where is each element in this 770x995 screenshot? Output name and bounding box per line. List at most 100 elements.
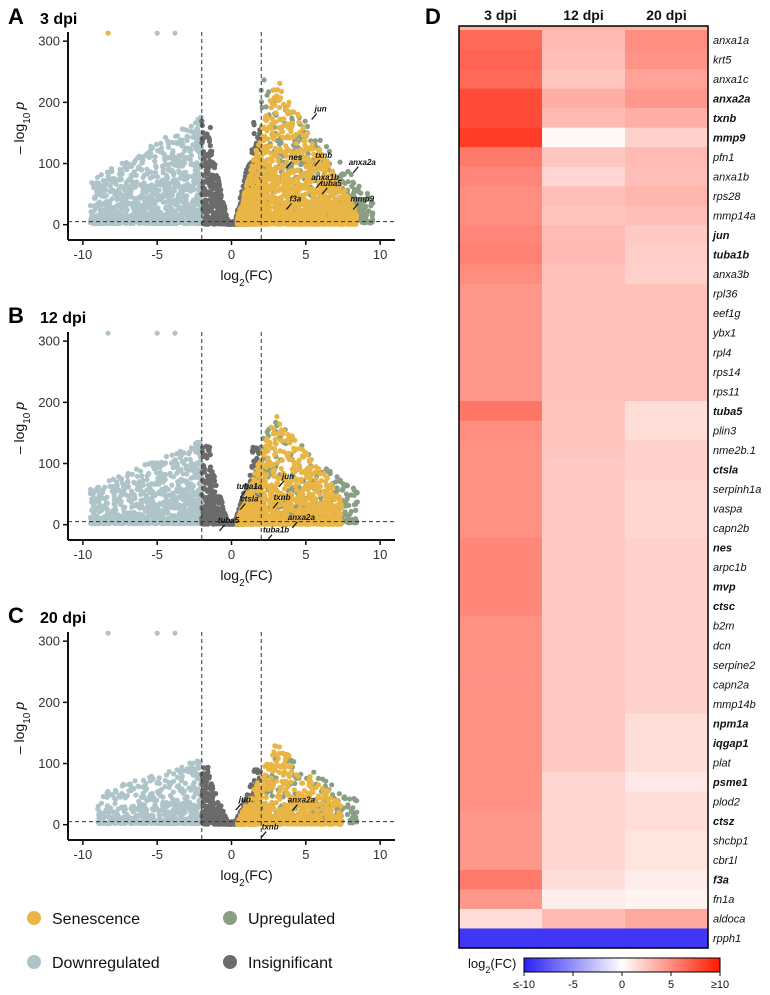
scatter-point-senescence [278, 88, 285, 95]
scatter-point-downregulated [177, 190, 183, 196]
scatter-point-senescence [306, 203, 313, 209]
scatter-point-downregulated [137, 513, 143, 519]
scatter-point-downregulated [90, 501, 96, 507]
scatter-point-senescence [315, 206, 321, 212]
scatter-point-downregulated [194, 460, 200, 466]
scatter-point-insignificant [202, 179, 208, 185]
scatter-point-clipped [105, 30, 111, 36]
scatter-point-senescence [293, 132, 299, 138]
scatter-point-downregulated [146, 150, 152, 156]
scatter-point-downregulated [181, 199, 188, 205]
scatter-point-downregulated [115, 214, 121, 220]
scatter-point-downregulated [102, 484, 108, 490]
scatter-point-senescence [268, 150, 274, 156]
scatter-point-insignificant [251, 130, 257, 137]
scatter-point-downregulated [189, 519, 195, 526]
y-tick-label: 100 [38, 156, 60, 171]
scatter-point-senescence [344, 195, 351, 201]
scatter-point-downregulated [182, 516, 189, 522]
scatter-point-downregulated [140, 188, 146, 194]
scatter-point-senescence [261, 211, 267, 217]
scatter-point-downregulated [143, 508, 149, 514]
scatter-point-downregulated [161, 191, 167, 197]
scatter-point-downregulated [148, 169, 154, 175]
scatter-point-downregulated [162, 182, 168, 188]
scatter-point-downregulated [142, 199, 148, 205]
scatter-point-downregulated [187, 449, 193, 455]
panel-title: 3 dpi [40, 11, 77, 28]
scatter-point-downregulated [174, 133, 180, 139]
scatter-point-downregulated [155, 174, 161, 180]
scatter-point-senescence [269, 199, 275, 205]
scatter-point-downregulated [122, 165, 128, 171]
x-tick-label: 10 [373, 247, 387, 262]
scatter-point-downregulated [118, 176, 124, 182]
scatter-point-downregulated [129, 163, 135, 169]
scatter-point-upregulated [302, 118, 308, 124]
scatter-point-senescence [248, 193, 255, 199]
scatter-point-downregulated [156, 213, 162, 219]
scatter-point-downregulated [167, 218, 173, 224]
scatter-point-downregulated [160, 214, 167, 220]
scatter-point-senescence [267, 143, 273, 149]
scatter-point-upregulated [369, 212, 375, 218]
scatter-point-downregulated [132, 494, 138, 500]
scatter-point-downregulated [177, 448, 183, 454]
scatter-point-downregulated [117, 166, 123, 173]
scatter-point-upregulated [323, 144, 330, 150]
scatter-point-senescence [281, 170, 287, 176]
scatter-point-downregulated [114, 177, 120, 183]
scatter-point-downregulated [119, 207, 125, 213]
scatter-point-senescence [271, 136, 277, 142]
scatter-point-downregulated [137, 505, 143, 511]
scatter-point-downregulated [160, 479, 166, 485]
scatter-point-downregulated [185, 134, 191, 140]
scatter-point-downregulated [158, 473, 165, 479]
scatter-point-downregulated [150, 518, 156, 524]
scatter-point-downregulated [163, 453, 169, 460]
scatter-point-downregulated [169, 452, 175, 458]
scatter-point-downregulated [155, 147, 161, 154]
scatter-point-senescence [303, 163, 309, 169]
scatter-point-downregulated [192, 164, 198, 170]
scatter-point-downregulated [122, 183, 128, 189]
scatter-point-downregulated [188, 123, 194, 129]
scatter-point-senescence [340, 189, 346, 195]
scatter-point-senescence [277, 221, 283, 227]
scatter-point-upregulated [363, 219, 369, 225]
scatter-point-senescence [290, 212, 296, 219]
scatter-point-senescence [273, 145, 279, 151]
x-tick-label: -10 [73, 247, 92, 262]
scatter-point-downregulated [182, 506, 188, 512]
scatter-point-senescence [272, 179, 278, 185]
scatter-point-insignificant [223, 212, 229, 218]
scatter-point-downregulated [192, 144, 198, 150]
scatter-point-downregulated [87, 219, 93, 226]
scatter-point-downregulated [171, 458, 177, 464]
scatter-point-downregulated [108, 217, 114, 223]
scatter-point-downregulated [194, 192, 200, 198]
scatter-point-downregulated [99, 202, 105, 208]
scatter-point-downregulated [113, 189, 119, 195]
scatter-point-downregulated [162, 485, 168, 491]
scatter-point-insignificant [207, 143, 213, 149]
scatter-point-senescence [286, 99, 292, 105]
scatter-point-downregulated [123, 210, 129, 216]
scatter-point-downregulated [188, 475, 194, 481]
scatter-point-downregulated [153, 163, 159, 169]
scatter-point-downregulated [140, 489, 146, 495]
scatter-point-senescence [295, 111, 301, 117]
scatter-point-downregulated [170, 156, 176, 162]
scatter-point-senescence [254, 159, 260, 165]
scatter-point-downregulated [184, 193, 190, 199]
scatter-point-senescence [273, 173, 279, 179]
scatter-point-upregulated [345, 179, 351, 185]
volcano-panel-12dpi: B 12 dpi – log10p -10 -5 0 5 100100200300jun… [8, 303, 395, 589]
scatter-point-senescence [309, 141, 315, 147]
scatter-point-downregulated [163, 199, 169, 205]
scatter-point-senescence [300, 170, 306, 176]
scatter-point-upregulated [354, 187, 360, 194]
scatter-point-senescence [313, 188, 319, 194]
scatter-point-downregulated [149, 145, 155, 151]
